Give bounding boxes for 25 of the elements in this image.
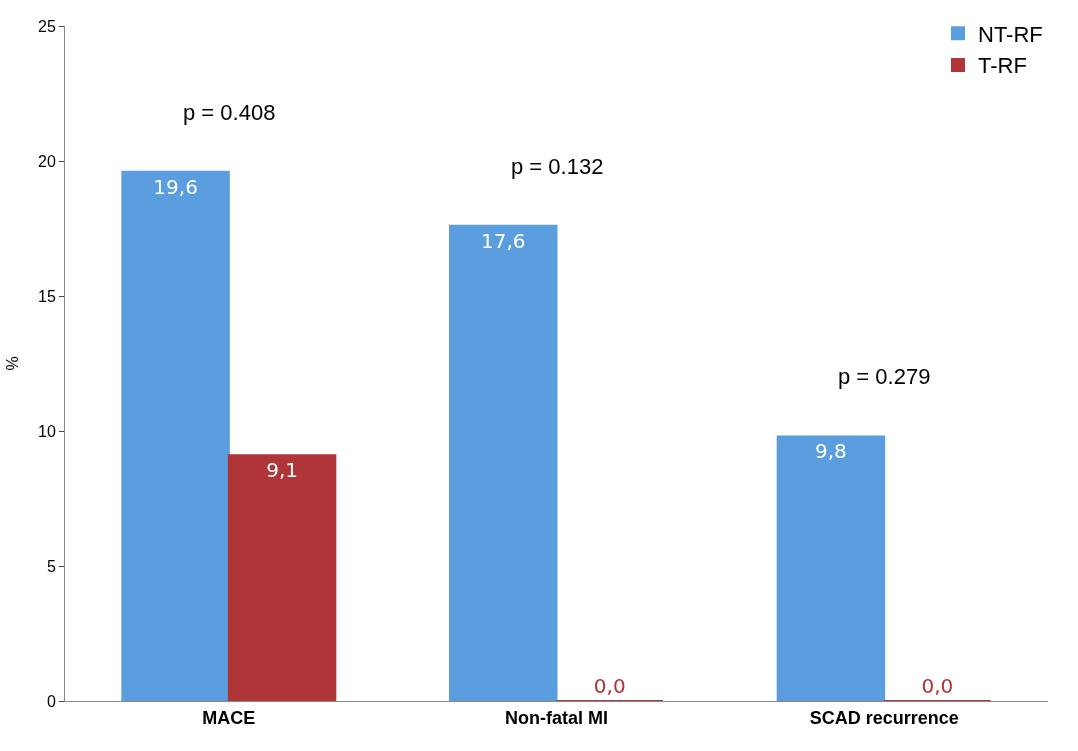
annotation: p = 0.408 (183, 100, 276, 125)
y-tick-label: 20 (38, 152, 56, 170)
bar (776, 435, 886, 701)
bar (449, 224, 558, 701)
bar (227, 454, 337, 701)
y-tick-label: 15 (38, 287, 56, 305)
x-tick-label: SCAD recurrence (809, 707, 959, 728)
y-tick-label: 5 (46, 557, 56, 575)
y-tick-label: 25 (38, 17, 56, 35)
data-label: 9,8 (815, 439, 847, 464)
legend-label: NT-RF (978, 21, 1043, 47)
y-axis-title: % (3, 356, 21, 371)
data-label: 0,0 (921, 674, 954, 698)
annotation: p = 0.132 (511, 154, 604, 179)
y-tick-label: 0 (46, 692, 56, 710)
y-tick-label: 10 (38, 422, 56, 440)
bar (121, 170, 230, 701)
x-tick-label: MACE (202, 707, 256, 728)
annotation: p = 0.279 (838, 364, 931, 389)
data-label: 9,1 (266, 458, 298, 483)
data-label: 0,0 (593, 674, 626, 698)
legend-label: T-RF (978, 53, 1027, 79)
data-label: 17,6 (480, 228, 526, 253)
data-label: 19,6 (153, 174, 198, 199)
x-tick-label: Non-fatal MI (505, 707, 608, 728)
